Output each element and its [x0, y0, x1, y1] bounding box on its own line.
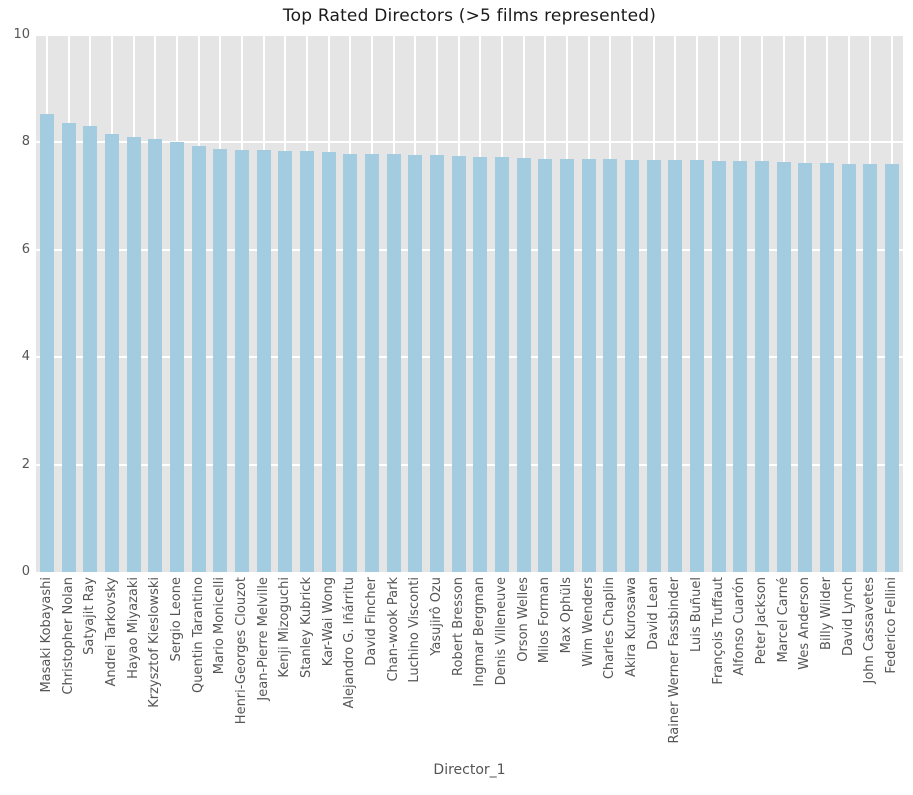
x-tick-label: Orson Welles [515, 577, 531, 662]
x-tick-label: Rainer Werner Fassbinder [667, 577, 683, 744]
bar [408, 154, 423, 572]
x-tick-label: Henri-Georges Clouzot [233, 577, 249, 725]
plot-area [36, 34, 903, 572]
bar [234, 150, 249, 572]
x-tick-label: Jean-Pierre Melville [255, 577, 271, 701]
bar [733, 161, 748, 572]
x-tick-label: Kenji Mizoguchi [277, 577, 293, 678]
x-tick-label: Peter Jackson [754, 577, 770, 665]
bar [755, 161, 770, 572]
gridline-horizontal [36, 141, 903, 144]
x-tick-label: Mario Monicelli [212, 577, 228, 675]
bar [213, 148, 228, 572]
x-tick-label: Alfonso Cuarón [732, 577, 748, 676]
x-tick-label: Billy Wilder [819, 577, 835, 650]
x-tick-label: Luis Buñuel [689, 577, 705, 653]
x-tick-label: Wes Anderson [797, 577, 813, 670]
bar [386, 154, 401, 572]
x-axis-title: Director_1 [433, 762, 506, 778]
x-tick-label: Hayao Miyazaki [125, 577, 141, 679]
bar [841, 163, 856, 572]
bar [473, 156, 488, 572]
y-tick-label: 10 [13, 27, 30, 42]
x-tick-label: Charles Chaplin [602, 577, 618, 680]
x-tick-label: Marcel Carné [775, 577, 791, 663]
x-tick-label: Masaki Kobayashi [38, 577, 54, 693]
bar [538, 158, 553, 572]
bar [560, 158, 575, 572]
x-tick-label: Satyajit Ray [82, 577, 98, 655]
bar [61, 122, 76, 572]
y-tick-label: 6 [21, 241, 30, 257]
bar [451, 155, 466, 572]
x-tick-label: Akira Kurosawa [624, 577, 640, 677]
x-tick-label: Denis Villeneuve [494, 577, 509, 686]
bar [776, 161, 791, 572]
bar [603, 159, 618, 572]
x-tick-label: Max Ophüls [559, 577, 575, 654]
x-tick-label: Luchino Visconti [407, 577, 423, 683]
bar [885, 164, 900, 572]
gridline-horizontal [36, 248, 903, 251]
bar [690, 160, 705, 572]
gridline-horizontal [36, 463, 903, 466]
bar [256, 150, 271, 572]
x-tick-label: Robert Bresson [450, 577, 466, 676]
bar [495, 157, 509, 572]
y-tick-label: 8 [21, 134, 30, 150]
bar [299, 150, 314, 572]
x-tick-label: Kar-Wai Wong [320, 577, 336, 667]
bar [83, 125, 98, 572]
bar [39, 114, 54, 572]
bar [516, 157, 531, 572]
x-tick-label: Alejandro G. Iñárritu [342, 577, 358, 709]
x-tick-label: Christopher Nolan [60, 577, 76, 695]
x-tick-label: John Cassavetes [862, 577, 878, 684]
x-tick-label: David Lynch [840, 577, 856, 657]
bar [429, 155, 444, 572]
bar [646, 159, 661, 572]
bar [863, 163, 878, 572]
x-tick-label: Milos Forman [537, 577, 553, 664]
bar [798, 162, 813, 572]
x-tick-label: Wim Wenders [580, 577, 596, 667]
x-tick-label: Andrei Tarkovsky [103, 577, 119, 687]
x-tick-label: Yasujirô Ozu [428, 577, 444, 656]
x-tick-label: François Truffaut [710, 577, 726, 685]
y-tick-label: 0 [21, 564, 30, 579]
bar [278, 150, 293, 572]
gridline-horizontal [36, 34, 903, 36]
bar [668, 160, 683, 572]
bar [364, 154, 379, 572]
y-tick-label: 4 [21, 349, 30, 365]
bar [581, 159, 596, 572]
x-tick-label: Federico Fellini [884, 577, 900, 674]
x-tick-label: Stanley Kubrick [298, 577, 314, 678]
x-tick-label: Quentin Tarantino [190, 577, 206, 693]
bar [625, 159, 640, 572]
bar [711, 160, 726, 572]
bar [148, 139, 163, 572]
x-tick-label: Ingmar Bergman [472, 577, 488, 687]
gridline-horizontal [36, 356, 903, 359]
bar [820, 163, 835, 572]
x-tick-label: David Fincher [363, 577, 379, 666]
chart-title: Top Rated Directors (>5 films represente… [282, 6, 657, 26]
x-tick-label: Chan-wook Park [385, 577, 401, 682]
x-tick-label: David Lean [645, 577, 661, 650]
y-tick-label: 2 [21, 456, 30, 472]
x-tick-label: Sergio Leone [168, 577, 184, 662]
bar [169, 141, 184, 572]
x-tick-label: Krzysztof Kieslowski [147, 577, 163, 708]
bar [321, 152, 336, 572]
bar [104, 134, 119, 572]
bar [343, 153, 358, 572]
bar [191, 145, 206, 572]
bar [126, 137, 141, 572]
